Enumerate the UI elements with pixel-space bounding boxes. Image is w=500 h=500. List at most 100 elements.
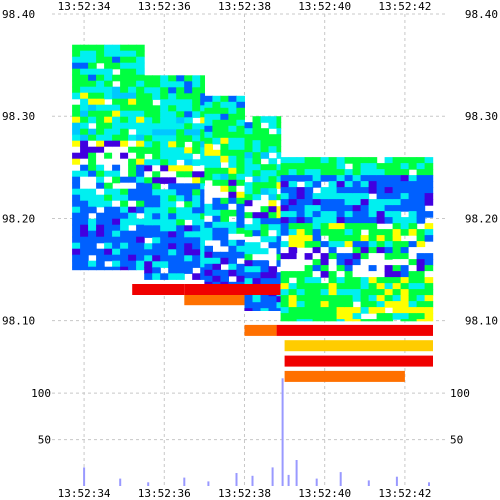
heatmap-cell <box>152 213 161 220</box>
heatmap-cell <box>312 277 322 284</box>
heatmap-cell <box>152 195 161 202</box>
heatmap-cell <box>276 230 282 237</box>
volume-bar <box>271 467 274 486</box>
heatmap-cell <box>236 215 245 223</box>
heatmap-cell <box>408 283 418 290</box>
heatmap-cell <box>236 185 245 193</box>
heatmap-cell <box>244 182 254 189</box>
heatmap-cell <box>228 155 237 163</box>
heatmap-cell <box>112 44 121 52</box>
heatmap-cell <box>204 209 213 217</box>
heatmap-cell <box>200 117 205 124</box>
heatmap-cell <box>268 140 278 147</box>
heatmap-cell <box>280 175 290 182</box>
heatmap-cell <box>96 158 105 166</box>
heatmap-cell <box>280 163 290 170</box>
heatmap-cell <box>228 239 237 247</box>
heatmap-cell <box>80 80 89 88</box>
heatmap-cell <box>212 227 221 235</box>
heatmap-cell <box>376 283 386 290</box>
heatmap-cell <box>228 95 237 103</box>
heatmap-cell <box>288 157 298 164</box>
heatmap-cell <box>288 283 298 290</box>
heatmap-cell <box>104 224 113 232</box>
heatmap-cell <box>280 313 290 320</box>
heatmap-cell <box>160 219 169 226</box>
heatmap-cell <box>312 289 322 296</box>
heatmap-cell <box>184 213 193 220</box>
heatmap-cell <box>424 163 434 170</box>
heatmap-cell <box>80 62 89 70</box>
heatmap-cell <box>288 265 298 272</box>
heatmap-cell <box>376 319 386 322</box>
heatmap-cell <box>88 260 97 268</box>
heatmap-cell <box>184 135 193 142</box>
heatmap-cell <box>72 218 81 226</box>
heatmap-cell <box>416 307 426 314</box>
heatmap-cell <box>204 161 213 169</box>
heatmap-cell <box>352 169 362 176</box>
heatmap-cell <box>288 301 298 308</box>
heatmap-cell <box>408 295 418 302</box>
heatmap-cell <box>168 219 177 226</box>
heatmap-cell <box>268 134 278 141</box>
heatmap-cell <box>88 164 97 172</box>
heatmap-cell <box>344 301 354 308</box>
heatmap-cell <box>176 219 185 226</box>
heatmap-cell <box>160 129 169 136</box>
heatmap-cell <box>328 169 338 176</box>
heatmap-cell <box>88 74 97 82</box>
sell-band <box>184 294 245 306</box>
heatmap-cell <box>252 164 262 171</box>
heatmap-cell <box>312 193 322 200</box>
heatmap-cell <box>244 170 254 177</box>
heatmap-cell <box>96 152 105 160</box>
heatmap-cell <box>304 307 314 314</box>
heatmap-cell <box>424 211 434 218</box>
heatmap-cell <box>400 193 410 200</box>
heatmap-cell <box>112 128 121 136</box>
heatmap-cell <box>260 182 270 189</box>
heatmap-cell <box>268 194 278 201</box>
heatmap-cell <box>268 200 278 207</box>
heatmap-cell <box>144 207 153 214</box>
heatmap-cell <box>212 155 221 163</box>
heatmap-cell <box>168 201 177 208</box>
heatmap-cell <box>408 217 418 224</box>
heatmap-cell <box>160 135 169 142</box>
heatmap-cell <box>260 266 270 273</box>
heatmap-cell <box>104 236 113 244</box>
heatmap-cell <box>328 259 338 266</box>
heatmap-cell <box>244 134 254 141</box>
heatmap-cell <box>280 181 290 188</box>
heatmap-cell <box>312 211 322 218</box>
heatmap-cell <box>352 181 362 188</box>
heatmap-cell <box>104 182 113 190</box>
heatmap-cell <box>184 165 193 172</box>
heatmap-cell <box>144 141 153 148</box>
heatmap-cell <box>136 224 145 232</box>
heatmap-cell <box>376 289 386 296</box>
heatmap-cell <box>220 185 229 193</box>
heatmap-cell <box>376 241 386 248</box>
heatmap-cell <box>160 81 169 88</box>
heatmap-cell <box>384 265 394 272</box>
heatmap-cell <box>236 143 245 151</box>
heatmap-cell <box>204 185 213 193</box>
heatmap-cell <box>160 165 169 172</box>
heatmap-cell <box>424 313 434 320</box>
heatmap-cell <box>416 181 426 188</box>
heatmap-cell <box>312 283 322 290</box>
heatmap-cell <box>228 251 237 259</box>
heatmap-cell <box>416 157 426 164</box>
heatmap-cell <box>220 125 229 133</box>
heatmap-cell <box>336 313 346 320</box>
heatmap-cell <box>408 241 418 248</box>
heatmap-cell <box>352 307 362 314</box>
heatmap-cell <box>244 218 254 225</box>
heatmap-cell <box>328 265 338 272</box>
heatmap-cell <box>160 171 169 178</box>
heatmap-cell <box>200 111 205 118</box>
heatmap-cell <box>336 187 346 194</box>
heatmap-cell <box>212 107 221 115</box>
